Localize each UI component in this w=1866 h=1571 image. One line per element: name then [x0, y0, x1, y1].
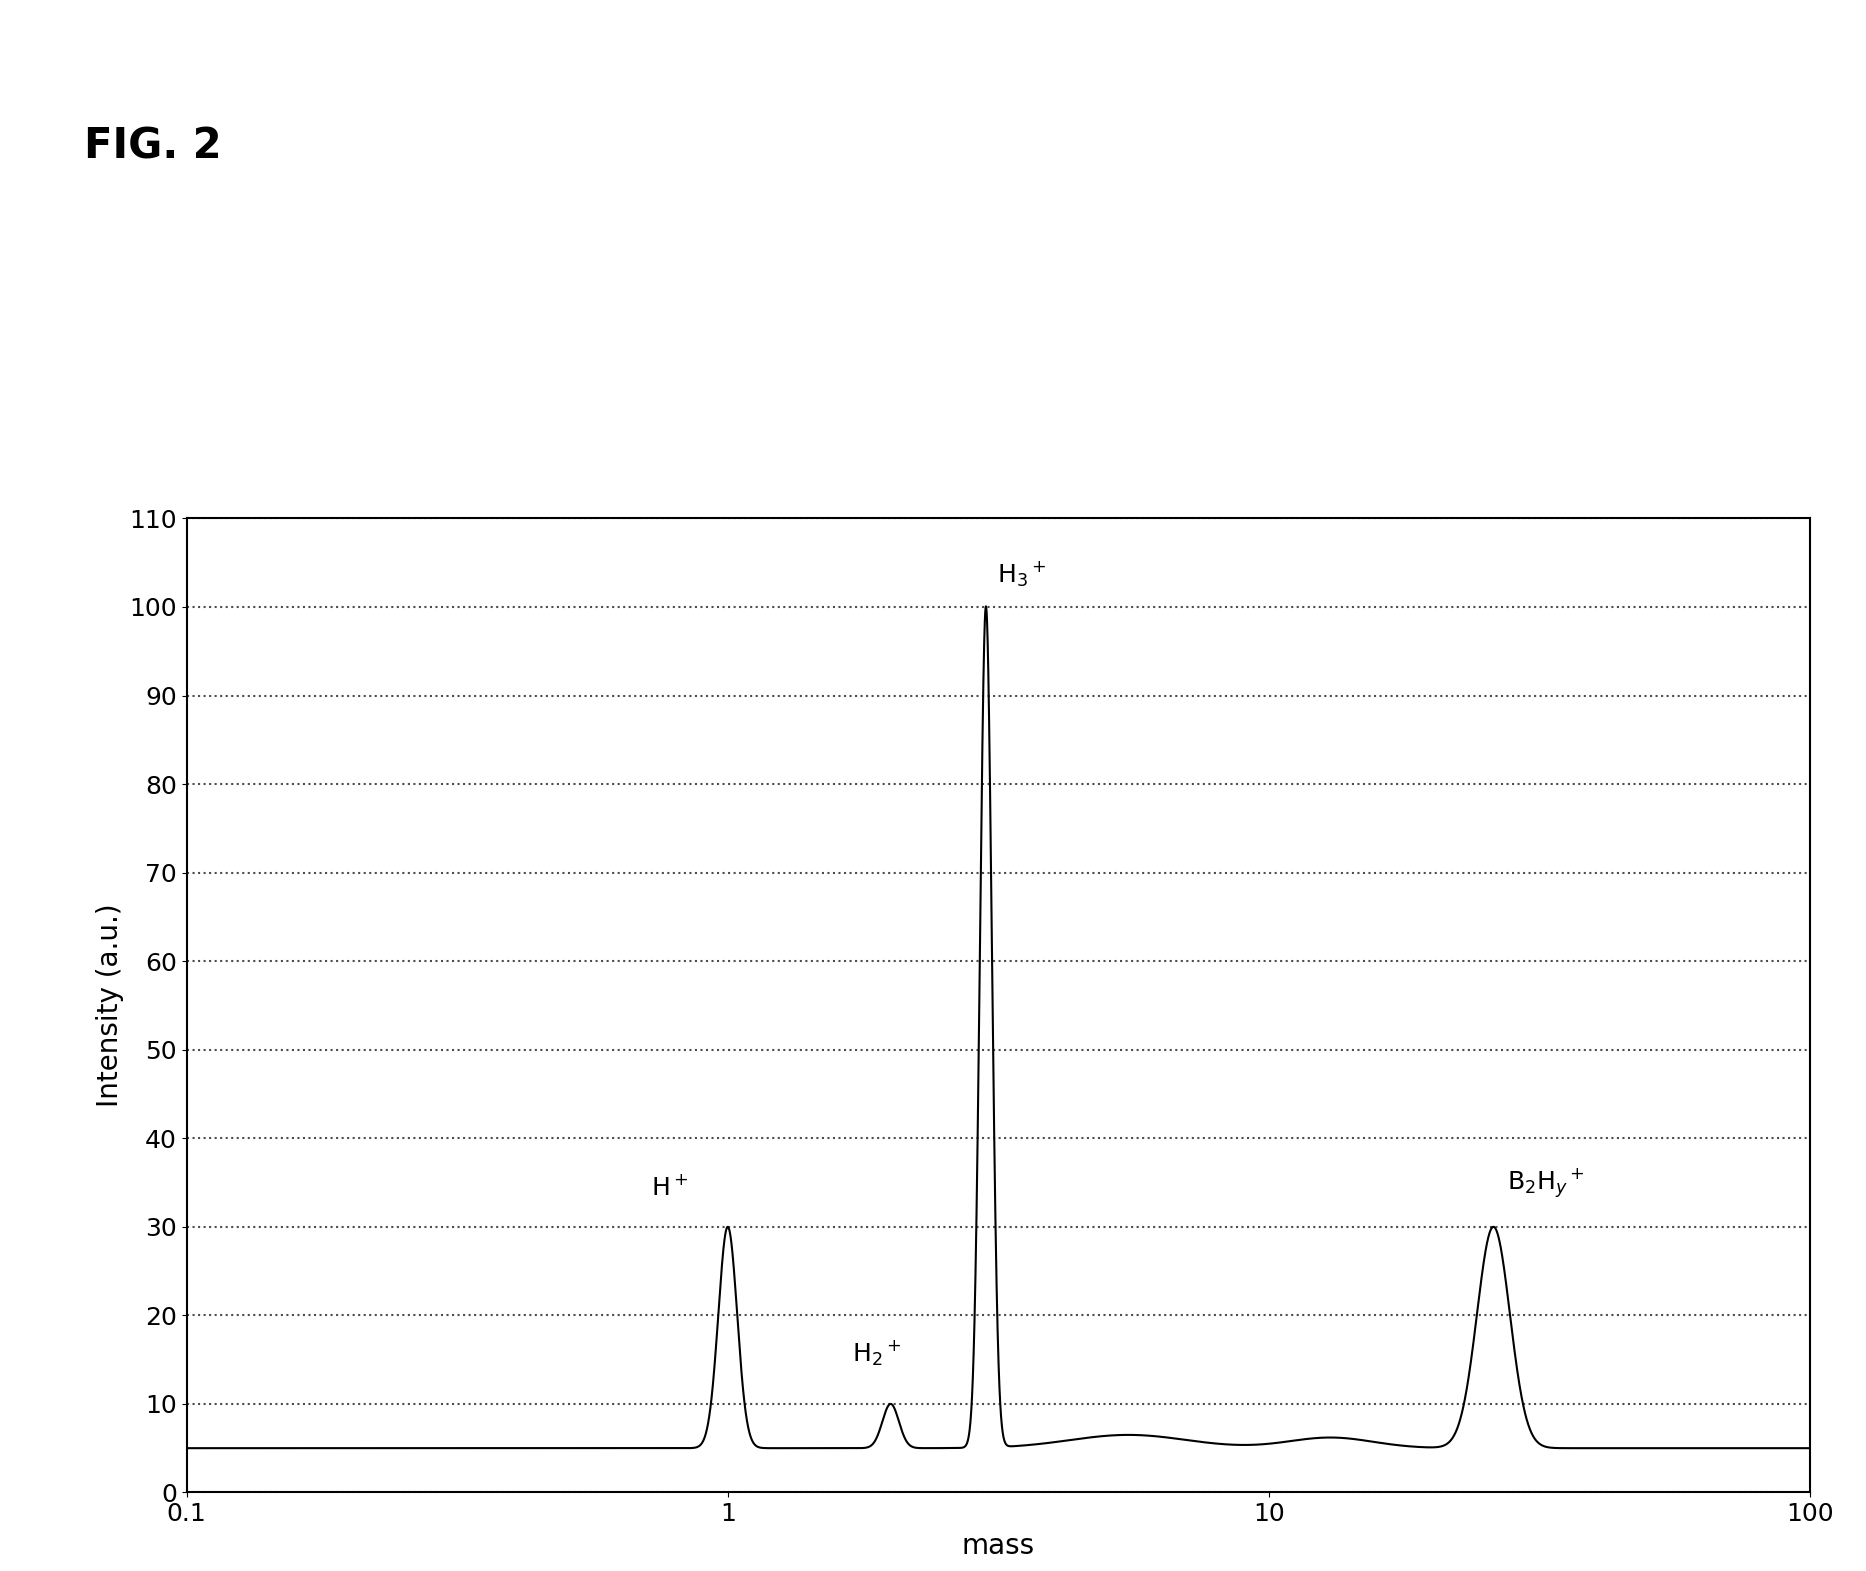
Y-axis label: Intensity (a.u.): Intensity (a.u.): [95, 903, 123, 1108]
Text: H$_2$$^+$: H$_2$$^+$: [853, 1340, 901, 1368]
X-axis label: mass: mass: [961, 1532, 1036, 1560]
Text: H$_3$$^+$: H$_3$$^+$: [998, 561, 1047, 589]
Text: FIG. 2: FIG. 2: [84, 126, 222, 168]
Text: B$_2$H$_y$$^+$: B$_2$H$_y$$^+$: [1506, 1167, 1584, 1200]
Text: H$^+$: H$^+$: [651, 1175, 689, 1200]
